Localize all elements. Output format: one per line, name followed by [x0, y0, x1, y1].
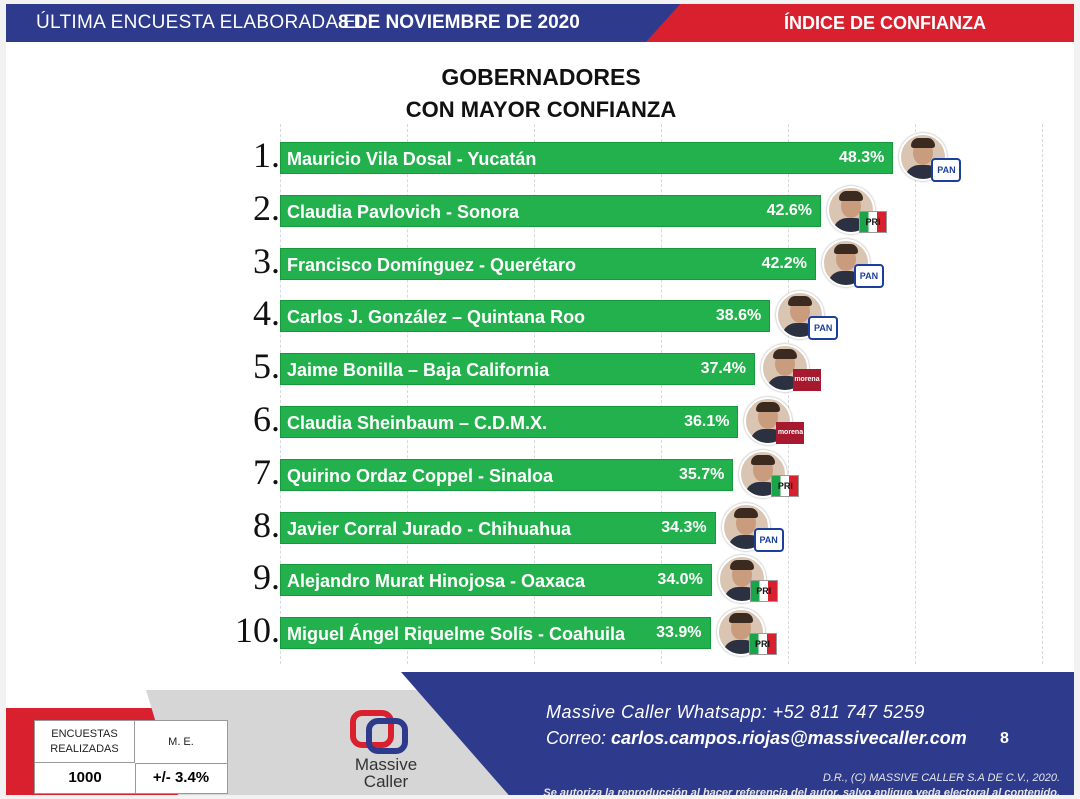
bar: Claudia Sheinbaum – C.D.M.X. 36.1% — [280, 406, 739, 438]
chart-row: 2. Claudia Pavlovich - Sonora 42.6% PRI — [6, 185, 1074, 237]
rank-label: 9. — [253, 557, 280, 598]
bar: Carlos J. González – Quintana Roo 38.6% — [280, 300, 771, 333]
bar-category-label: Claudia Sheinbaum – C.D.M.X. — [287, 413, 548, 433]
email-label: Correo: — [546, 728, 607, 748]
party-logo: PAN — [753, 527, 784, 552]
grid-line — [661, 124, 662, 664]
footer-blue-band — [401, 672, 1074, 795]
stats-label-margin: M. E. — [135, 721, 227, 764]
bar-value-label: 36.1% — [684, 413, 730, 430]
bar-value-label: 34.3% — [661, 518, 707, 536]
reproduction-notice: Se autoriza la reproducción al hacer ref… — [543, 787, 1060, 795]
header-date: 8 DE NOVIEMBRE DE 2020 — [338, 12, 580, 33]
header-prefix: ÚLTIMA ENCUESTA ELABORADA EL — [36, 12, 367, 33]
rank-label: 4. — [253, 293, 280, 334]
chart-row: 8. Javier Corral Jurado - Chihuahua 34.3% P… — [6, 502, 1074, 554]
chart-row: 9. Alejandro Murat Hinojosa - Oaxaca 34.0%… — [6, 554, 1074, 606]
bar-value-label: 34.0% — [657, 571, 703, 589]
bar-value-label: 37.4% — [700, 360, 746, 378]
party-logo: morena — [792, 369, 821, 392]
bar-category-label: Francisco Domínguez - Querétaro — [287, 254, 577, 275]
bar-value-label: 35.7% — [679, 465, 725, 483]
rank-label: 3. — [253, 240, 280, 281]
bar: Mauricio Vila Dosal - Yucatán 48.3% — [280, 142, 894, 174]
chart-row: 5. Jaime Bonilla – Baja California 37.4% mo… — [6, 343, 1074, 395]
chart-row: 7. Quirino Ordaz Coppel - Sinaloa 35.7% PRI — [6, 449, 1074, 501]
massive-caller-logo: Massive Caller — [336, 710, 446, 790]
section-banner: ÍNDICE DE CONFIANZA — [646, 4, 1074, 42]
logo-text-line2: Caller — [363, 772, 409, 791]
rank-label: 1. — [253, 135, 280, 175]
party-logo: PRI — [748, 633, 777, 656]
chart-subtitle: CON MAYOR CONFIANZA — [405, 97, 677, 122]
governor-photo — [739, 449, 788, 498]
email-contact: Correo: carlos.campos.riojas@massivecall… — [546, 728, 967, 749]
bar-category-label: Alejandro Murat Hinojosa - Oaxaca — [287, 571, 586, 592]
grid-line — [534, 124, 535, 664]
logo-text-line1: Massive — [354, 755, 418, 774]
chart-row: 1. Mauricio Vila Dosal - Yucatán 48.3% PAN — [6, 132, 1074, 184]
stats-value-margin: +/- 3.4% — [152, 769, 210, 786]
rank-label: 2. — [253, 187, 280, 228]
rank-label: 6. — [253, 399, 280, 439]
bar-value-label: 42.6% — [766, 201, 813, 219]
copyright-notice: D.R., (C) MASSIVE CALLER S.A DE C.V., 20… — [822, 772, 1060, 784]
bar: Jaime Bonilla – Baja California 37.4% — [280, 353, 755, 386]
bar-value-label: 48.3% — [839, 149, 885, 166]
bar: Javier Corral Jurado - Chihuahua 34.3% — [280, 511, 716, 544]
logo-bubble-blue-icon — [366, 718, 408, 754]
page-number: 8 — [1000, 730, 1009, 747]
bar-category-label: Carlos J. González – Quintana Roo — [287, 307, 586, 328]
chart-row: 10. Miguel Ángel Riquelme Solís - Coahuil… — [6, 607, 1074, 659]
bar: Quirino Ordaz Coppel - Sinaloa 35.7% — [280, 458, 734, 491]
bar: Miguel Ángel Riquelme Solís - Coahuila 33… — [280, 617, 711, 650]
grid-line — [915, 124, 916, 664]
bar-category-label: Mauricio Vila Dosal - Yucatán — [287, 149, 537, 169]
grid-line — [280, 124, 281, 664]
whatsapp-contact: Massive Caller Whatsapp: +52 811 747 525… — [546, 702, 925, 722]
section-title: ÍNDICE DE CONFIANZA — [784, 13, 986, 33]
footer: ENCUESTAS REALIZADAS M. E. 1000 +/- 3.4%… — [6, 672, 1074, 795]
bar-category-label: Miguel Ángel Riquelme Solís - Coahuila — [287, 624, 626, 645]
bar-category-label: Claudia Pavlovich - Sonora — [287, 201, 520, 222]
email-address: carlos.campos.riojas@massivecaller.com — [611, 728, 967, 748]
rank-label: 10. — [235, 610, 280, 651]
bar-category-label: Quirino Ordaz Coppel - Sinaloa — [287, 465, 554, 486]
bar-category-label: Javier Corral Jurado - Chihuahua — [287, 518, 572, 539]
slide: ÚLTIMA ENCUESTA ELABORADA EL 8 DE NOVIEM… — [6, 4, 1074, 795]
chart-row: 4. Carlos J. González – Quintana Roo 38.6%… — [6, 290, 1074, 342]
bar-value-label: 42.2% — [761, 254, 807, 272]
grid-line — [788, 124, 789, 664]
party-logo: PAN — [853, 263, 884, 288]
bar: Claudia Pavlovich - Sonora 42.6% — [280, 194, 822, 227]
rank-label: 5. — [253, 346, 280, 387]
survey-stats-table: ENCUESTAS REALIZADAS M. E. 1000 +/- 3.4% — [34, 720, 228, 794]
chart-title: GOBERNADORES — [441, 64, 641, 90]
party-logo: morena — [776, 422, 805, 444]
party-logo: PRI — [749, 580, 778, 603]
bar: Francisco Domínguez - Querétaro 42.2% — [280, 247, 816, 280]
bar-category-label: Jaime Bonilla – Baja California — [287, 360, 550, 381]
party-logo: PRI — [859, 210, 888, 233]
rank-label: 8. — [253, 504, 280, 545]
bar-value-label: 38.6% — [715, 307, 762, 325]
stats-label-surveys: ENCUESTAS REALIZADAS — [35, 721, 135, 763]
grid-line — [407, 124, 408, 664]
chart-row: 6. Claudia Sheinbaum – C.D.M.X. 36.1% moren… — [6, 396, 1074, 448]
bar: Alejandro Murat Hinojosa - Oaxaca 34.0% — [280, 564, 712, 597]
rank-label: 7. — [253, 451, 280, 492]
party-logo: PAN — [808, 316, 839, 341]
bar-value-label: 33.9% — [656, 624, 702, 642]
grid-line — [1042, 124, 1043, 664]
chart-row: 3. Francisco Domínguez - Querétaro 42.2% PA… — [6, 238, 1074, 290]
party-logo: PAN — [931, 158, 962, 182]
party-logo: PRI — [771, 474, 800, 497]
header-banner: ÚLTIMA ENCUESTA ELABORADA EL 8 DE NOVIEM… — [6, 4, 706, 42]
stats-value-surveys: 1000 — [35, 763, 136, 793]
